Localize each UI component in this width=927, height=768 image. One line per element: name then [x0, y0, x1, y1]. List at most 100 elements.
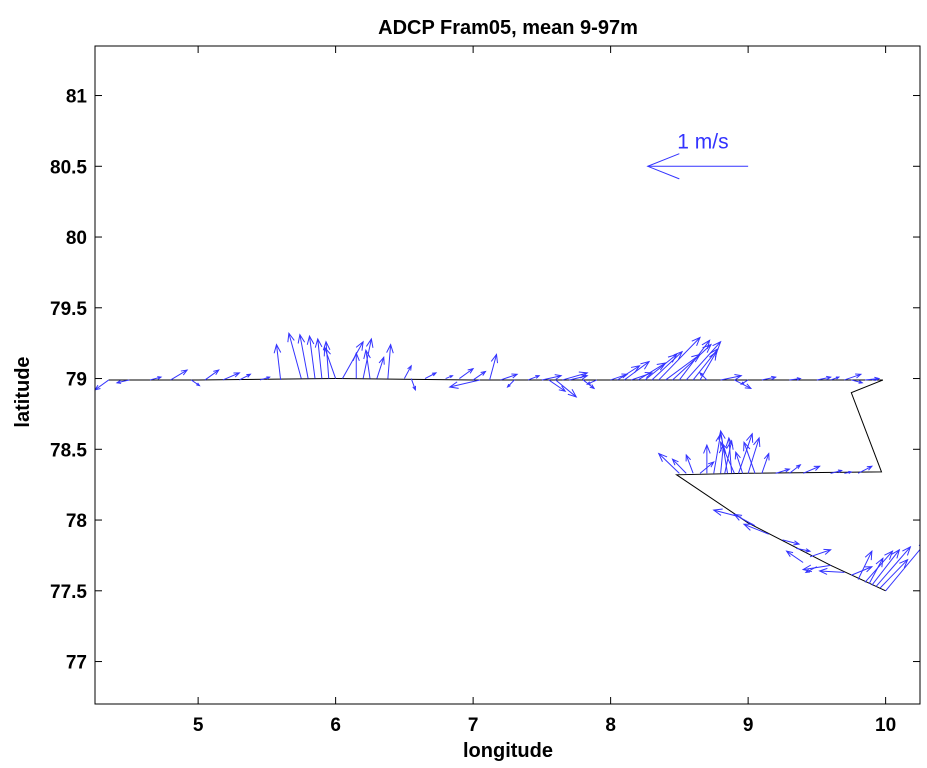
y-tick-label: 78.5 — [50, 440, 87, 461]
x-axis-ticks: 5 6 7 8 9 10 — [193, 46, 896, 736]
current-vector — [725, 436, 734, 474]
current-vector — [851, 379, 864, 384]
current-vector — [445, 375, 454, 379]
current-vector — [500, 373, 519, 381]
current-vector — [448, 379, 481, 389]
current-vector — [789, 377, 802, 381]
current-vector — [644, 353, 678, 381]
current-vector — [617, 365, 641, 381]
current-vector-layer — [95, 331, 920, 592]
current-vector — [868, 557, 884, 584]
current-vector — [879, 558, 909, 589]
current-vector — [190, 379, 201, 387]
current-vector — [386, 343, 394, 379]
current-vector — [747, 436, 761, 474]
current-vector — [789, 464, 802, 474]
scale-arrow-label: 1 m/s — [677, 130, 728, 153]
x-tick-label: 7 — [468, 715, 479, 736]
current-vector — [830, 376, 841, 381]
current-vector — [115, 379, 130, 384]
current-vector — [672, 343, 712, 381]
current-vector — [885, 544, 920, 592]
current-vector — [273, 343, 282, 381]
current-vector — [376, 356, 385, 379]
current-vector — [287, 331, 302, 379]
y-tick-label: 77.5 — [50, 582, 87, 603]
x-tick-label: 8 — [605, 715, 616, 736]
current-vector — [342, 340, 364, 379]
current-vector — [657, 452, 680, 474]
x-tick-label: 10 — [875, 715, 896, 736]
current-vector — [857, 549, 873, 580]
current-vector — [740, 379, 749, 385]
current-vector — [818, 567, 845, 575]
current-vector — [548, 379, 567, 393]
current-vector — [658, 336, 701, 381]
current-vector — [527, 375, 541, 381]
current-vector — [363, 348, 371, 379]
current-vector — [586, 379, 598, 385]
current-vector — [222, 372, 241, 381]
current-vector — [857, 465, 874, 474]
current-vector — [844, 373, 863, 381]
current-vector — [718, 429, 728, 474]
current-vector — [851, 566, 874, 576]
current-vector — [149, 376, 163, 381]
current-vector — [801, 564, 831, 573]
current-vector — [555, 379, 578, 398]
current-vector — [314, 337, 323, 379]
y-tick-label: 81 — [66, 87, 88, 108]
current-vector — [297, 333, 309, 379]
y-tick-label: 79.5 — [50, 299, 87, 320]
current-vector — [734, 450, 744, 474]
current-vector — [678, 339, 711, 381]
current-vector — [170, 369, 189, 381]
current-vector — [775, 468, 791, 474]
current-vector — [506, 379, 515, 388]
current-vector — [720, 440, 735, 474]
current-vector — [875, 545, 912, 587]
current-vector — [844, 470, 853, 475]
current-vector — [724, 439, 734, 474]
current-vector — [871, 377, 881, 381]
current-vector — [362, 337, 374, 379]
current-vector — [459, 367, 475, 379]
current-vector — [830, 469, 843, 474]
ship-track-layer — [108, 377, 886, 592]
current-vector — [306, 334, 316, 379]
current-vector — [761, 375, 777, 381]
current-vector — [685, 340, 722, 381]
current-vector — [239, 373, 252, 381]
current-vector — [671, 458, 687, 474]
current-vector — [624, 360, 651, 381]
current-vector — [785, 550, 804, 563]
scale-arrow — [646, 153, 749, 180]
current-vector — [685, 453, 694, 474]
current-vector — [410, 378, 416, 392]
current-vector — [743, 440, 756, 474]
current-vector — [809, 548, 832, 558]
current-vector — [204, 369, 220, 381]
current-vector — [651, 350, 684, 381]
scale-arrow-group: 1 m/s — [646, 130, 749, 180]
current-vector — [352, 351, 360, 379]
current-vector — [871, 548, 901, 586]
current-vector — [403, 364, 412, 379]
current-vector — [259, 376, 271, 381]
current-vector — [489, 353, 499, 381]
current-vector — [742, 523, 769, 535]
current-vector — [472, 370, 487, 381]
chart-title: ADCP Fram05, mean 9-97m — [378, 17, 638, 39]
current-vector — [796, 547, 812, 553]
current-vector — [816, 375, 832, 381]
current-vector — [569, 374, 589, 381]
current-vector — [424, 372, 438, 379]
current-vector — [323, 346, 337, 379]
y-tick-label: 77 — [66, 653, 87, 674]
current-vector — [699, 371, 708, 381]
current-vector — [761, 452, 770, 474]
y-tick-label: 78 — [66, 511, 87, 532]
x-tick-label: 9 — [743, 715, 754, 736]
current-vector — [720, 373, 743, 381]
